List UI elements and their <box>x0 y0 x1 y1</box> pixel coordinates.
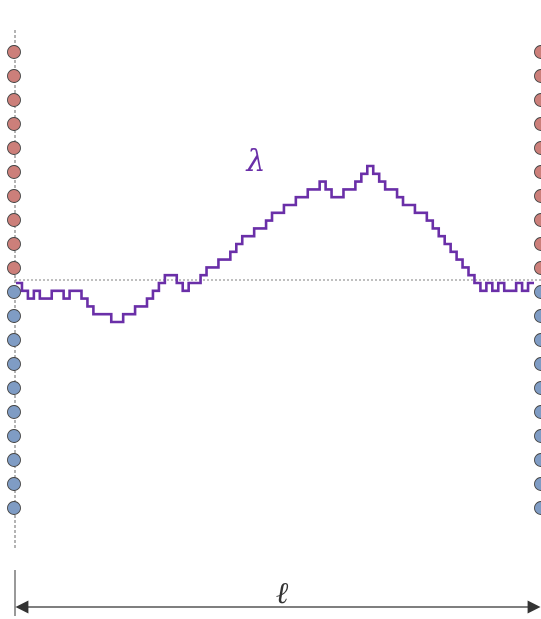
up-spin-site <box>534 141 541 155</box>
down-spin-site <box>7 477 21 491</box>
up-spin-site <box>7 93 21 107</box>
up-spin-site <box>534 213 541 227</box>
down-spin-site <box>534 285 541 299</box>
up-spin-site <box>7 165 21 179</box>
up-spin-site <box>7 261 21 275</box>
up-spin-site <box>534 237 541 251</box>
up-spin-site <box>7 45 21 59</box>
up-spin-site <box>7 141 21 155</box>
up-spin-site <box>7 117 21 131</box>
up-spin-site <box>534 69 541 83</box>
up-spin-site <box>7 213 21 227</box>
up-spin-site <box>534 45 541 59</box>
width-label: ℓ <box>276 576 289 611</box>
down-spin-site <box>7 309 21 323</box>
up-spin-site <box>7 237 21 251</box>
down-spin-site <box>534 477 541 491</box>
down-spin-site <box>534 333 541 347</box>
up-spin-site <box>534 117 541 131</box>
interface-label: λ <box>245 144 265 179</box>
down-spin-site <box>534 405 541 419</box>
down-spin-site <box>534 381 541 395</box>
down-spin-site <box>534 429 541 443</box>
down-spin-site <box>7 405 21 419</box>
down-spin-site <box>7 285 21 299</box>
down-spin-site <box>7 453 21 467</box>
up-spin-site <box>534 93 541 107</box>
down-spin-site <box>7 333 21 347</box>
up-spin-site <box>534 261 541 275</box>
up-spin-site <box>7 189 21 203</box>
down-spin-site <box>7 357 21 371</box>
down-spin-site <box>7 429 21 443</box>
down-spin-site <box>534 357 541 371</box>
up-spin-site <box>7 69 21 83</box>
down-spin-site <box>534 453 541 467</box>
interface-path <box>16 164 534 324</box>
up-spin-site <box>534 189 541 203</box>
right-spin-column <box>534 45 541 515</box>
down-spin-site <box>534 309 541 323</box>
up-spin-site <box>534 165 541 179</box>
down-spin-site <box>7 501 21 515</box>
down-spin-site <box>7 381 21 395</box>
down-spin-site <box>534 501 541 515</box>
left-spin-column <box>7 45 21 515</box>
